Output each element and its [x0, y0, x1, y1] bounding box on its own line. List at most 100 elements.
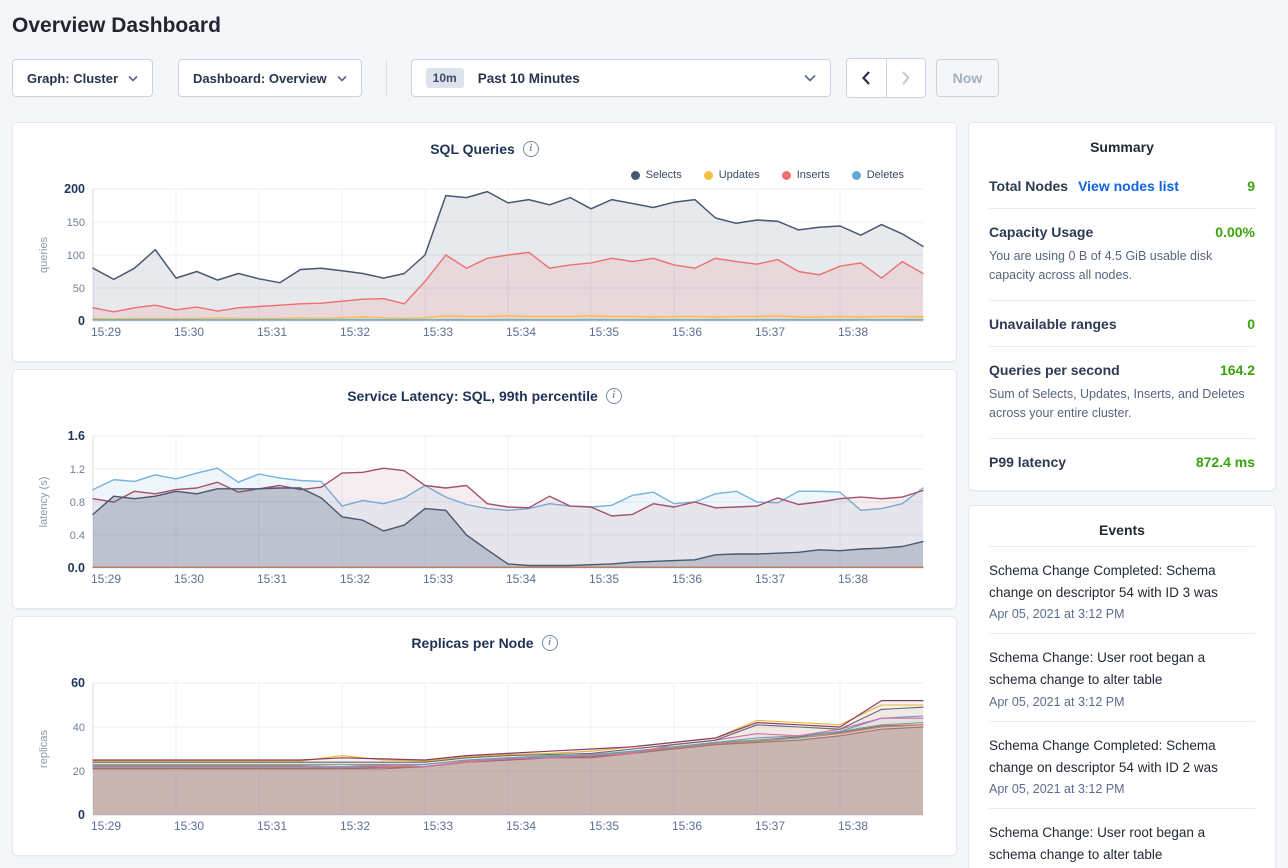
svg-text:15:37: 15:37	[755, 572, 785, 586]
svg-text:15:29: 15:29	[91, 572, 121, 586]
svg-text:15:37: 15:37	[755, 325, 785, 339]
view-nodes-list-link[interactable]: View nodes list	[1078, 178, 1179, 194]
chart-title-replicas: Replicas per Node	[411, 634, 534, 651]
svg-text:15:35: 15:35	[589, 325, 619, 339]
svg-text:15:30: 15:30	[174, 819, 204, 833]
svg-text:60: 60	[71, 676, 85, 690]
chevron-down-icon	[804, 74, 816, 82]
event-text[interactable]: Schema Change Completed: Schema change o…	[989, 737, 1218, 775]
svg-text:20: 20	[73, 766, 85, 778]
graph-dropdown-label: Graph: Cluster	[27, 70, 119, 86]
svg-text:1.2: 1.2	[70, 464, 85, 476]
legend-item-inserts: Inserts	[781, 169, 830, 181]
qps-label: Queries per second	[989, 361, 1120, 378]
event-timestamp: Apr 05, 2021 at 3:12 PM	[989, 607, 1125, 622]
svg-text:50: 50	[73, 283, 85, 295]
chart-title-service-latency: Service Latency: SQL, 99th percentile	[347, 387, 598, 404]
legend-item-deletes: Deletes	[851, 169, 904, 181]
svg-text:1.6: 1.6	[68, 429, 85, 443]
time-range-label: Past 10 Minutes	[477, 70, 580, 86]
svg-text:replicas: replicas	[38, 730, 50, 768]
toolbar-divider	[385, 59, 387, 97]
svg-text:15:35: 15:35	[589, 819, 619, 833]
svg-text:15:36: 15:36	[672, 325, 702, 339]
event-timestamp: Apr 05, 2021 at 3:12 PM	[989, 694, 1125, 709]
now-button[interactable]: Now	[935, 59, 1000, 97]
dashboard-dropdown-label: Dashboard: Overview	[193, 70, 327, 86]
total-nodes-value: 9	[1247, 178, 1255, 194]
svg-text:15:29: 15:29	[91, 819, 121, 833]
legend-item-selects: Selects	[630, 169, 682, 181]
selects-dot-icon	[630, 170, 640, 180]
svg-text:200: 200	[64, 182, 85, 196]
svg-text:15:35: 15:35	[589, 572, 619, 586]
event-text[interactable]: Schema Change: User root began a schema …	[989, 825, 1206, 863]
event-text[interactable]: Schema Change Completed: Schema change o…	[989, 562, 1218, 600]
svg-text:150: 150	[67, 217, 85, 229]
svg-text:15:30: 15:30	[174, 572, 204, 586]
time-step-buttons	[845, 58, 926, 98]
qps-value: 164.2	[1219, 361, 1255, 378]
svg-text:latency (s): latency (s)	[38, 477, 50, 528]
info-icon[interactable]: i	[541, 634, 558, 651]
svg-text:queries: queries	[38, 236, 50, 273]
svg-text:15:33: 15:33	[423, 819, 453, 833]
event-item: Schema Change: User root began a schema …	[989, 808, 1255, 868]
unavailable-ranges-value: 0	[1247, 315, 1255, 332]
capacity-usage-description: You are using 0 B of 4.5 GiB usable disk…	[989, 249, 1213, 283]
summary-row-capacity-usage: Capacity Usage 0.00% You are using 0 B o…	[989, 208, 1255, 300]
svg-text:15:29: 15:29	[91, 325, 121, 339]
summary-row-total-nodes: Total Nodes View nodes list 9	[989, 163, 1255, 208]
svg-text:0: 0	[78, 808, 85, 822]
summary-title: Summary	[1090, 139, 1154, 155]
svg-text:0.8: 0.8	[70, 497, 85, 509]
time-range-badge: 10m	[425, 68, 464, 88]
sidebar-column: Summary Total Nodes View nodes list 9 Ca…	[968, 122, 1276, 868]
svg-text:15:34: 15:34	[506, 572, 536, 586]
capacity-usage-value: 0.00%	[1215, 224, 1255, 240]
summary-panel: Summary Total Nodes View nodes list 9 Ca…	[968, 122, 1276, 491]
qps-description: Sum of Selects, Updates, Inserts, and De…	[989, 386, 1245, 421]
summary-row-qps: Queries per second 164.2 Sum of Selects,…	[989, 345, 1255, 438]
capacity-usage-label: Capacity Usage	[989, 224, 1094, 240]
event-item: Schema Change: User root began a schema …	[989, 633, 1255, 721]
svg-text:15:32: 15:32	[340, 325, 370, 339]
service-latency-plot[interactable]: 0.0 0.4 0.8 1.2 1.6 15:29 15:30 15:31 15:32 15:33…	[33, 428, 933, 588]
chart-title-sql-queries: SQL Queries	[430, 140, 515, 157]
chevron-left-icon	[862, 71, 870, 85]
sql-queries-panel: SQL Queries i Selects Updates Inserts De…	[12, 122, 957, 362]
svg-text:15:33: 15:33	[423, 572, 453, 586]
svg-text:15:38: 15:38	[838, 819, 868, 833]
graph-dropdown[interactable]: Graph: Cluster	[12, 59, 154, 97]
replicas-per-node-plot[interactable]: 0 20 40 60 15:29 15:30 15:31 15:32 15:33 15:34 15:…	[33, 675, 933, 835]
event-item: Schema Change Completed: Schema change o…	[989, 545, 1255, 634]
svg-text:15:32: 15:32	[340, 819, 370, 833]
svg-text:100: 100	[67, 250, 85, 262]
info-icon[interactable]: i	[522, 140, 539, 157]
svg-text:15:30: 15:30	[174, 325, 204, 339]
svg-text:15:31: 15:31	[257, 325, 287, 339]
deletes-dot-icon	[851, 170, 861, 180]
svg-text:15:38: 15:38	[838, 572, 868, 586]
svg-text:0.4: 0.4	[70, 530, 85, 542]
next-range-button[interactable]	[885, 59, 925, 97]
replicas-per-node-panel: Replicas per Node i 0 20 40 60 15:29 15:30 15:…	[12, 616, 957, 856]
sql-queries-plot[interactable]: 0 50 100 150 200 15:29 15:30 15:31 15:32 15:33 15:…	[33, 181, 933, 341]
toolbar: Graph: Cluster Dashboard: Overview 10m P…	[12, 58, 1276, 98]
previous-range-button[interactable]	[847, 59, 886, 97]
time-range-picker[interactable]: 10m Past 10 Minutes	[410, 59, 831, 97]
svg-text:15:36: 15:36	[672, 819, 702, 833]
total-nodes-label: Total Nodes	[989, 178, 1069, 194]
chevron-down-icon	[337, 75, 347, 82]
svg-text:15:32: 15:32	[340, 572, 370, 586]
charts-column: SQL Queries i Selects Updates Inserts De…	[12, 122, 957, 863]
svg-text:15:36: 15:36	[672, 572, 702, 586]
chevron-right-icon	[901, 71, 910, 85]
dashboard-dropdown[interactable]: Dashboard: Overview	[178, 59, 362, 97]
event-text[interactable]: Schema Change: User root began a schema …	[989, 650, 1206, 688]
event-timestamp: Apr 05, 2021 at 3:12 PM	[989, 782, 1125, 797]
chevron-down-icon	[128, 75, 138, 82]
info-icon[interactable]: i	[605, 387, 622, 404]
summary-row-p99: P99 latency 872.4 ms	[989, 437, 1255, 484]
